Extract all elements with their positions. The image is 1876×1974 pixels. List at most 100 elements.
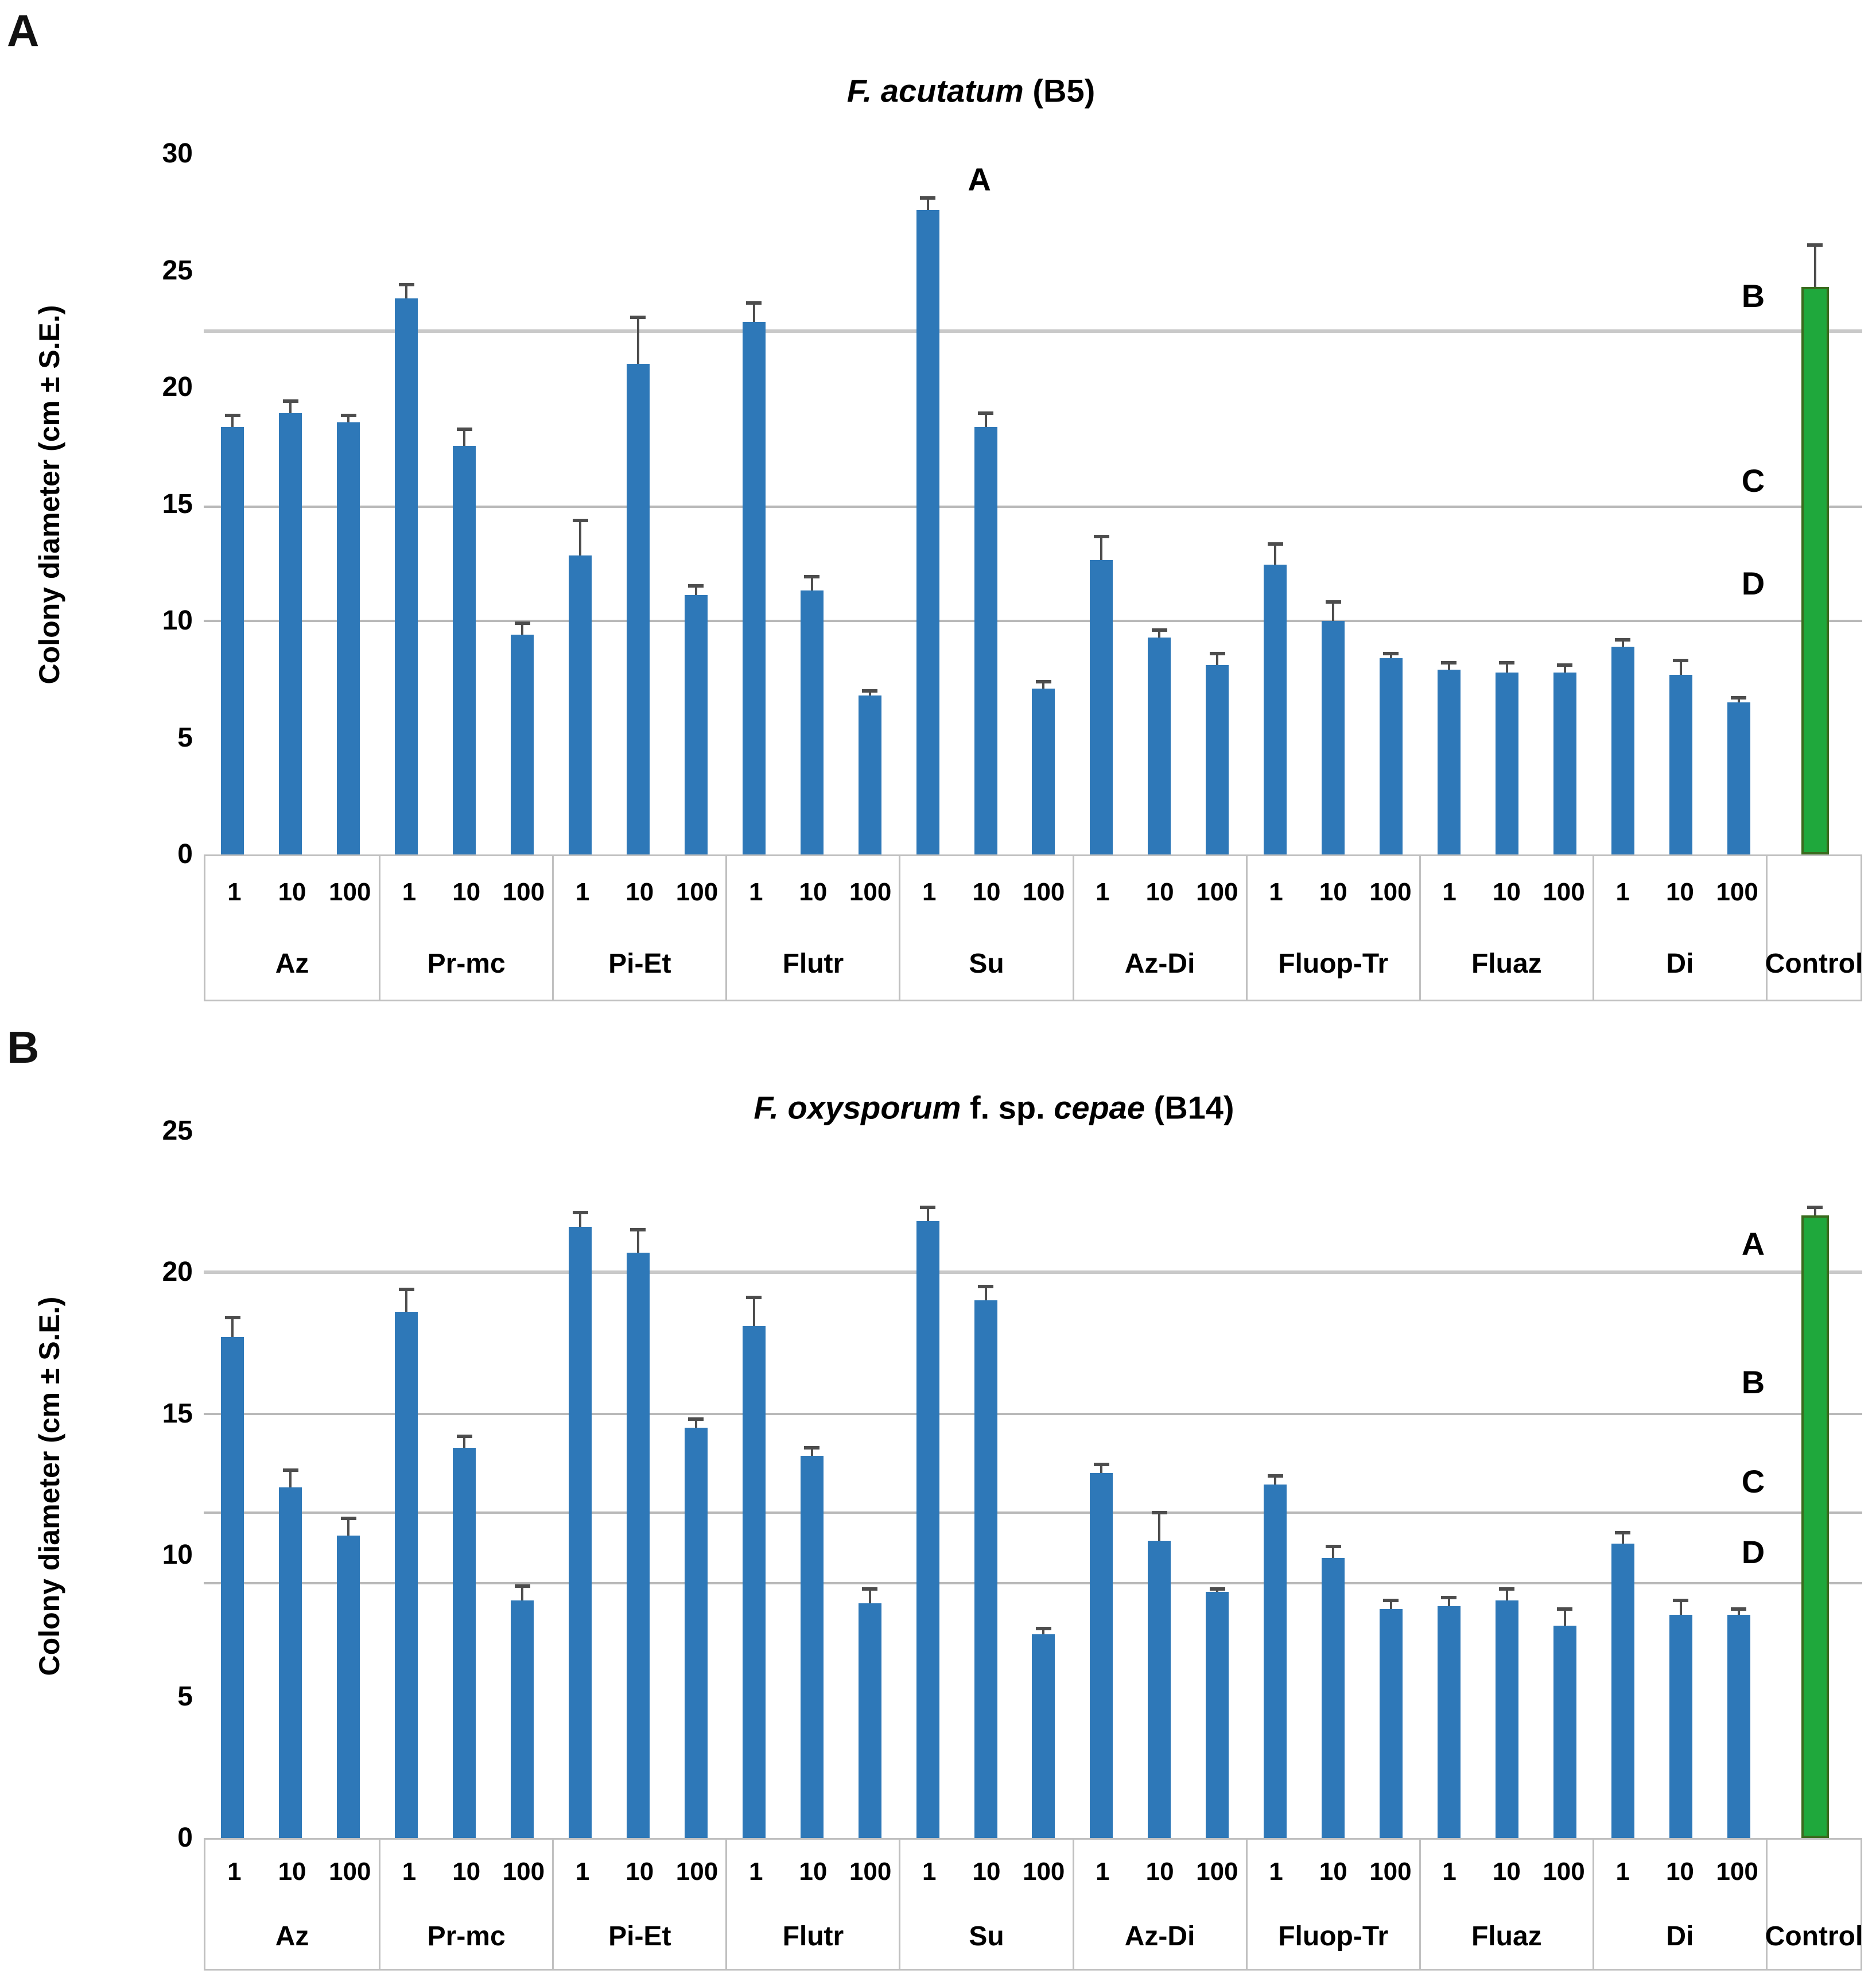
category-axis-band: 1 10 100 Az 1 10 100 Pr-mc 1 10 100 Pi-Et 1 10 100 Flut… xyxy=(204,1838,1863,1971)
significance-letter-c: C xyxy=(1741,1463,1765,1499)
concentration-label: 1 xyxy=(748,1858,763,1886)
concentration-label: 1 xyxy=(1269,877,1283,906)
error-bar-cap xyxy=(804,1445,820,1450)
category-group-cell: 1 10 100 Pr-mc xyxy=(379,1840,552,1969)
bar xyxy=(1611,1544,1634,1838)
error-bar-stem xyxy=(1042,681,1045,689)
y-tick-label: 20 xyxy=(162,1257,193,1287)
category-group-cell: 1 10 100 Az xyxy=(205,1840,379,1969)
bar xyxy=(1264,565,1287,854)
concentration-label: 1 xyxy=(1096,1858,1110,1886)
bar xyxy=(1032,1634,1055,1838)
concentration-label: 100 xyxy=(1022,877,1065,906)
group-name-label: Pr-mc xyxy=(427,949,506,979)
error-bar-cap xyxy=(978,411,993,415)
concentration-label: 100 xyxy=(675,1858,718,1886)
error-bar-cap xyxy=(1441,1595,1457,1599)
concentration-row: 1 10 100 xyxy=(1074,856,1246,928)
error-bar-stem xyxy=(289,401,292,413)
error-bar-cap xyxy=(1441,661,1457,665)
bar xyxy=(1495,1600,1518,1838)
group-name-row: Flutr xyxy=(727,1905,899,1969)
category-group-cell: 1 10 100 Pi-Et xyxy=(552,856,725,1000)
error-bar-cap xyxy=(688,584,704,588)
concentration-label: 10 xyxy=(799,877,828,906)
group-name-label: Az xyxy=(275,1921,309,1952)
group-boundary-line xyxy=(204,505,1862,508)
group-name-row: Pi-Et xyxy=(554,928,725,1000)
error-bar-stem xyxy=(1100,1464,1103,1474)
bar xyxy=(1495,672,1518,854)
error-bar-cap xyxy=(1093,535,1109,539)
bar xyxy=(626,364,650,854)
bar xyxy=(974,1300,997,1838)
group-name-label: Az xyxy=(275,949,309,979)
category-group-cell: 1 10 100 Fluop-Tr xyxy=(1245,1840,1419,1969)
error-bar-cap xyxy=(456,1434,472,1438)
concentration-label: 10 xyxy=(972,1858,1001,1886)
y-axis-title: Colony diameter (cm ± S.E.) xyxy=(33,305,65,685)
error-bar-cap xyxy=(572,1211,588,1215)
concentration-label: 100 xyxy=(1196,1858,1238,1886)
bar xyxy=(221,427,244,854)
bar xyxy=(1090,1473,1113,1838)
title-text-segment: (B14) xyxy=(1144,1089,1234,1126)
group-name-label: Di xyxy=(1666,949,1694,979)
chart-title: F. oxysporum f. sp. cepae (B14) xyxy=(753,1089,1234,1126)
error-bar-cap xyxy=(1673,659,1689,663)
error-bar-stem xyxy=(1274,1475,1277,1485)
panel-a-label: A xyxy=(7,5,40,56)
error-bar-stem xyxy=(1563,665,1566,673)
concentration-label: 10 xyxy=(452,1858,481,1886)
group-boundary-line xyxy=(204,329,1862,333)
significance-letter-a: A xyxy=(968,161,991,197)
concentration-row: 1 10 100 xyxy=(727,1840,899,1905)
bar xyxy=(1322,1557,1345,1838)
error-bar-stem xyxy=(405,1289,408,1312)
concentration-row: 1 10 100 xyxy=(205,1840,379,1905)
group-name-label: Su xyxy=(969,949,1004,979)
category-group-cell: 1 10 100 Az-Di xyxy=(1072,1840,1246,1969)
bar xyxy=(569,1227,592,1838)
bar xyxy=(279,1487,302,1838)
error-bar-stem xyxy=(810,576,813,591)
error-bar-cap xyxy=(1673,1598,1689,1602)
concentration-label: 100 xyxy=(1543,1858,1585,1886)
error-bar-stem xyxy=(1679,1600,1682,1615)
category-group-cell: 1 10 100 Su xyxy=(899,1840,1072,1969)
bar xyxy=(742,1326,766,1838)
error-bar-stem xyxy=(636,317,639,364)
error-bar-stem xyxy=(289,1470,292,1487)
error-bar-cap xyxy=(1557,1607,1573,1611)
category-group-cell: 1 10 100 Di xyxy=(1592,1840,1766,1969)
error-bar-stem xyxy=(231,1317,234,1338)
bar xyxy=(511,1600,534,1838)
bar xyxy=(800,590,824,854)
concentration-label: 100 xyxy=(1369,1858,1412,1886)
title-species-segment: F. oxysporum xyxy=(753,1089,961,1126)
error-bar-cap xyxy=(282,1468,298,1472)
concentration-label: 100 xyxy=(849,877,892,906)
error-bar-stem xyxy=(984,413,987,428)
error-bar-stem xyxy=(1813,1207,1816,1216)
significance-letter-a: A xyxy=(1741,1225,1765,1262)
control-bar xyxy=(1801,287,1829,854)
y-tick-label: 5 xyxy=(177,1681,193,1712)
bar xyxy=(858,1603,881,1838)
error-bar-cap xyxy=(630,315,646,319)
concentration-label: 1 xyxy=(1615,1858,1630,1886)
y-tick-label: 0 xyxy=(177,839,193,869)
group-name-row: Fluaz xyxy=(1421,1905,1593,1969)
control-label: Control xyxy=(1765,1921,1863,1952)
bar xyxy=(1379,658,1403,854)
error-bar-stem xyxy=(868,691,871,696)
category-group-cell: 1 10 100 Az xyxy=(205,856,379,1000)
group-name-row: Control xyxy=(1765,1905,1863,1969)
concentration-label: 10 xyxy=(626,877,654,906)
concentration-label: 100 xyxy=(1369,877,1412,906)
bar xyxy=(1669,674,1692,854)
error-bar-cap xyxy=(920,196,936,200)
group-name-row: Su xyxy=(900,1905,1072,1969)
error-bar-cap xyxy=(1035,1627,1051,1631)
concentration-label: 1 xyxy=(922,1858,937,1886)
